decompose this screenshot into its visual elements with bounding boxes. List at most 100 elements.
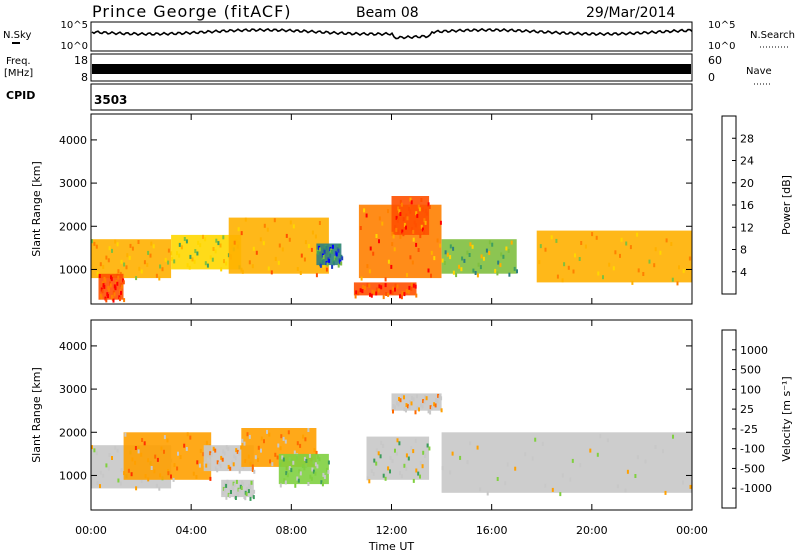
scatter-speckle	[208, 459, 211, 464]
scatter-speckle	[237, 227, 240, 232]
scatter-speckle	[268, 432, 271, 437]
scatter-speckle	[413, 220, 416, 225]
scatter-speckle	[119, 481, 122, 486]
scatter-speckle	[252, 495, 255, 500]
scatter-speckle	[412, 237, 415, 242]
scatter-speckle	[232, 487, 235, 491]
scatter-speckle	[392, 404, 395, 409]
scatter-speckle	[98, 274, 101, 278]
scatter-speckle	[370, 293, 373, 298]
scatter-speckle	[499, 263, 502, 268]
scatter-speckle	[435, 398, 438, 403]
scatter-speckle	[476, 273, 479, 278]
scatter-speckle	[440, 396, 443, 401]
scatter-speckle	[474, 271, 477, 275]
scatter-speckle	[434, 403, 437, 408]
scatter-speckle	[354, 294, 357, 299]
scatter-speckle	[365, 213, 368, 218]
scatter-speckle	[235, 448, 238, 453]
x-tick-label: 00:00	[676, 524, 708, 537]
scatter-speckle	[237, 493, 240, 498]
scatter-speckle	[282, 436, 285, 441]
scatter-speckle	[101, 289, 104, 294]
scatter-speckle	[155, 273, 158, 278]
freq-tick-high: 18	[74, 54, 88, 67]
scatter-speckle	[273, 218, 276, 223]
scatter-speckle	[399, 294, 401, 299]
scatter-speckle	[403, 463, 406, 468]
scatter-speckle	[288, 466, 291, 470]
scatter-speckle	[571, 458, 574, 463]
scatter-speckle	[102, 473, 105, 478]
scatter-speckle	[391, 459, 394, 463]
scatter-speckle	[405, 453, 408, 458]
scatter-speckle	[382, 443, 385, 448]
scatter-speckle	[303, 466, 306, 471]
scatter-speckle	[422, 399, 425, 404]
scatter-speckle	[480, 254, 483, 259]
scatter-speckle	[385, 292, 388, 296]
scatter-speckle	[369, 246, 372, 251]
scatter-speckle	[319, 263, 322, 268]
scatter-speckle	[183, 237, 186, 241]
scatter-speckle	[249, 496, 252, 501]
colorbar-frame	[721, 329, 737, 509]
scatter-speckle	[420, 403, 422, 408]
scatter-speckle	[209, 255, 212, 260]
scatter-speckle	[392, 409, 394, 414]
scatter-speckle	[189, 254, 192, 259]
scatter-speckle	[608, 262, 611, 267]
scatter-speckle	[277, 260, 280, 265]
scatter-speckle	[120, 290, 122, 295]
scatter-speckle	[109, 283, 112, 288]
scatter-speckle	[429, 410, 432, 415]
scatter-speckle	[451, 451, 454, 456]
scatter-speckle	[449, 244, 452, 249]
scatter-speckle	[160, 446, 163, 451]
y-tick-label: 1000	[59, 263, 87, 276]
scatter-speckle	[417, 204, 420, 209]
scatter-speckle	[99, 262, 102, 267]
scatter-speckle	[290, 468, 293, 473]
scatter-speckle	[150, 241, 153, 246]
scatter-speckle	[131, 457, 134, 462]
scatter-speckle	[105, 255, 108, 260]
scatter-speckle	[300, 253, 303, 258]
scatter-speckle	[469, 242, 472, 247]
scatter-speckle	[341, 256, 344, 261]
scatter-speckle	[238, 469, 241, 474]
scatter-speckle	[308, 453, 311, 458]
scatter-speckle	[539, 244, 542, 249]
noise-tick-left-high: 10^5	[61, 20, 88, 31]
scatter-speckle	[197, 240, 200, 245]
scatter-speckle	[393, 247, 396, 252]
scatter-speckle	[678, 265, 680, 270]
scatter-speckle	[411, 227, 413, 232]
y-tick-label: 3000	[59, 383, 87, 396]
scatter-speckle	[238, 451, 241, 456]
scatter-speckle	[140, 452, 143, 457]
scatter-speckle	[123, 298, 126, 303]
scatter-speckle	[278, 243, 281, 248]
scatter-speckle	[421, 404, 424, 409]
scatter-speckle	[315, 450, 318, 455]
scatter-speckle	[500, 252, 503, 257]
scatter-speckle	[260, 448, 262, 453]
scatter-speckle	[252, 246, 255, 251]
colorbar-tick-label: -1000	[740, 482, 772, 495]
scatter-speckle	[424, 453, 427, 458]
scatter-speckle	[295, 455, 298, 460]
scatter-speckle	[292, 460, 295, 465]
scatter-speckle	[238, 488, 241, 493]
scatter-speckle	[195, 475, 198, 479]
scatter-speckle	[222, 235, 225, 240]
scatter-speckle	[99, 484, 101, 489]
scatter-speckle	[164, 257, 167, 262]
scatter-speckle	[180, 245, 183, 250]
scatter-speckle	[428, 205, 431, 209]
scatter-speckle	[408, 405, 411, 410]
scatter-speckle	[189, 435, 192, 440]
y-tick-label: 4000	[59, 340, 87, 353]
scatter-speckle	[292, 224, 295, 229]
scatter-speckle	[196, 460, 199, 465]
